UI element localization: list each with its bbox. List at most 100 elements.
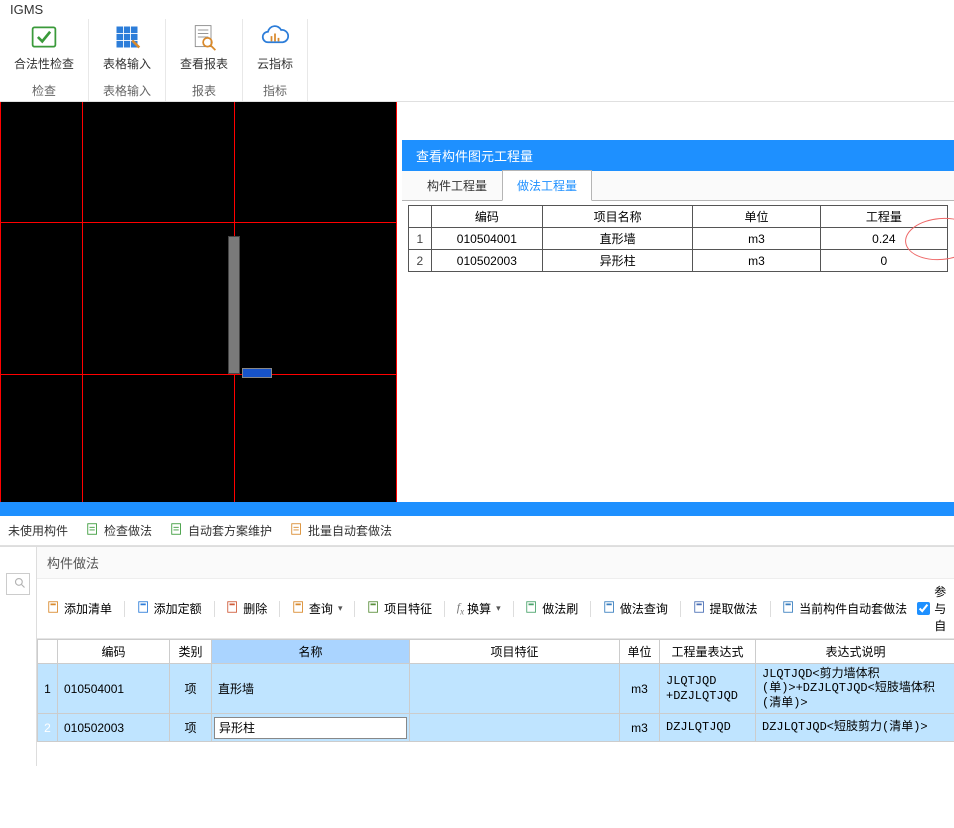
method-query-button[interactable]: 做法查询 [599,598,672,619]
cell-expr[interactable]: JLQTJQD+DZJLQTJQD [660,664,756,714]
check-method-button[interactable]: 检查做法 [86,522,152,539]
col-header-feat[interactable]: 项目特征 [410,640,620,664]
current-auto-button[interactable]: 当前构件自动套做法 [778,598,911,619]
doc-magnify-icon [190,23,218,51]
col-header-expr[interactable]: 工程量表达式 [660,640,756,664]
separator [444,601,445,617]
selected-element[interactable] [242,368,272,378]
col-header: 项目名称 [542,206,692,228]
workspace: 查看构件图元工程量 构件工程量做法工程量 编码项目名称单位工程量10105040… [0,102,954,502]
cell-expr[interactable]: DZJLQTJQD [660,714,756,742]
separator [214,601,215,617]
grid-line [396,102,397,502]
table-row[interactable]: 1010504001项直形墙 m3JLQTJQD+DZJLQTJQDJLQTJQD… [38,664,954,714]
cloud-indicator-button[interactable]: 云指标 [247,19,303,76]
cell-desc[interactable]: DZJLQTJQD<短肢剪力(清单)> [756,714,954,742]
table-row[interactable]: 2010502003异形柱m30 [409,250,948,272]
lower-panel: 构件做法 添加清单添加定额 删除 查询 ▾ 项目特征 fx换算▾ 做法刷 做法查询 提取做法 当前… [0,546,954,766]
cell-type[interactable]: 项 [170,664,212,714]
quantity-popup: 查看构件图元工程量 构件工程量做法工程量 编码项目名称单位工程量10105040… [402,102,954,502]
view-report-button[interactable]: 查看报表 [170,19,238,76]
batch-auto-button[interactable]: 批量自动套做法 [290,522,392,539]
label: 项目特征 [384,600,432,617]
col-idx [38,640,58,664]
table-input-btn-button[interactable]: 表格输入 [93,19,161,76]
ribbon-group-label: 表格输入 [103,76,151,99]
separator [513,601,514,617]
cell-name[interactable]: 直形墙 [212,664,410,714]
add-list-icon [47,600,61,617]
name-edit-box[interactable]: 异形柱 [214,717,407,739]
cell-name: 直形墙 [542,228,692,250]
label: 做法查询 [620,600,668,617]
cell-feat[interactable] [410,664,620,714]
cell-code[interactable]: 010502003 [58,714,170,742]
col-header: 工程量 [820,206,947,228]
col-header-desc[interactable]: 表达式说明 [756,640,954,664]
ribbon-btn-label: 表格输入 [103,55,151,72]
add-quota-button[interactable]: 添加定额 [133,598,206,619]
extract-button[interactable]: 提取做法 [689,598,762,619]
cell-type[interactable]: 项 [170,714,212,742]
cell-name[interactable]: 异形柱 [212,714,410,742]
popup-tabs: 构件工程量做法工程量 [402,171,954,201]
cell-unit[interactable]: m3 [620,714,660,742]
cell-feat[interactable] [410,714,620,742]
doc-batch-icon [290,522,304,539]
auto-scheme-button[interactable]: 自动套方案维护 [170,522,272,539]
row-idx: 2 [409,250,432,272]
wall-element[interactable] [228,236,240,374]
legal-check-button[interactable]: 合法性检查 [4,19,84,76]
ribbon-group-label: 指标 [263,76,287,99]
check-green-icon [30,23,58,51]
separator [590,601,591,617]
search-icon [14,577,26,589]
extract-icon [693,600,707,617]
action-bar: 添加清单添加定额 删除 查询 ▾ 项目特征 fx换算▾ 做法刷 做法查询 提取做法 当前构件自动套… [37,579,954,639]
cad-viewport[interactable] [0,102,397,502]
col-header-unit[interactable]: 单位 [620,640,660,664]
table-row[interactable]: 1010504001直形墙m30.24 [409,228,948,250]
row-index[interactable]: 2 [38,714,58,742]
app-title: IGMS [0,0,954,19]
delete-button[interactable]: 删除 [222,598,271,619]
cell-unit: m3 [693,250,820,272]
label: 提取做法 [710,600,758,617]
item-feat-button[interactable]: 项目特征 [363,598,436,619]
row-index[interactable]: 1 [38,664,58,714]
chevron-down-icon: ▾ [338,603,343,614]
cell-desc[interactable]: JLQTJQD<剪力墙体积(单)>+DZJLQTJQD<短肢墙体积(清单)> [756,664,954,714]
panel-title: 构件做法 [37,547,954,579]
ribbon-group-table-input: 表格输入表格输入 [89,19,166,101]
ribbon-btn-label: 云指标 [257,55,293,72]
cell-name: 异形柱 [542,250,692,272]
col-header-name[interactable]: 名称 [212,640,410,664]
popup-tab-0[interactable]: 构件工程量 [412,170,502,201]
participate-checkbox[interactable]: 参与自 [917,583,950,634]
unused-components-button[interactable]: 未使用构件 [8,522,68,539]
table-row[interactable]: 2010502003项异形柱 m3DZJLQTJQDDZJLQTJQD<短肢剪力(… [38,714,954,742]
delete-icon [226,600,240,617]
add-list-button[interactable]: 添加清单 [43,598,116,619]
label: 做法刷 [542,600,578,617]
col-header-code[interactable]: 编码 [58,640,170,664]
grid-line [0,222,397,223]
cell-unit[interactable]: m3 [620,664,660,714]
method-brush-button[interactable]: 做法刷 [521,598,582,619]
current-auto-icon [782,600,796,617]
divider-strip [0,502,954,516]
quantity-table: 编码项目名称单位工程量1010504001直形墙m30.242010502003… [408,205,948,272]
mid-toolbar: 未使用构件 检查做法 自动套方案维护 批量自动套做法 [0,516,954,546]
col-header: 单位 [693,206,820,228]
label: 查询 [309,600,333,617]
label: 未使用构件 [8,522,68,539]
col-header-type[interactable]: 类别 [170,640,212,664]
query-button[interactable]: 查询 ▾ [288,598,347,619]
label: 删除 [243,600,267,617]
method-brush-icon [525,600,539,617]
cloud-bars-icon [261,23,289,51]
separator [770,601,771,617]
cell-code[interactable]: 010504001 [58,664,170,714]
popup-tab-1[interactable]: 做法工程量 [502,170,592,201]
fx-button[interactable]: fx换算▾ [453,598,505,619]
